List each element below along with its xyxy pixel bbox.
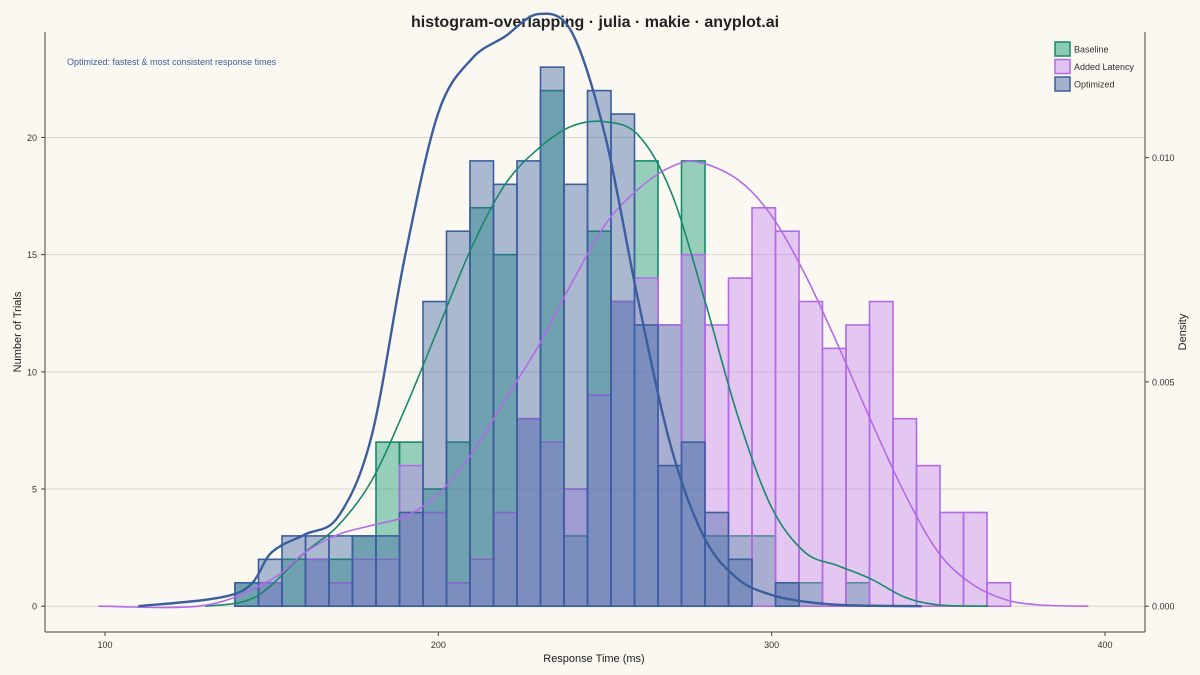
axes: [44, 32, 1146, 633]
legend-item-optimized: Optimized: [1054, 76, 1115, 92]
y-axis-label: Number of Trials: [12, 291, 24, 372]
density-curves: [98, 12, 1089, 609]
bar-optimized-16: [610, 113, 636, 608]
bar-optimized-8: [422, 300, 448, 608]
bar-optimized-3: [304, 535, 330, 608]
x-axis-label: Response Time (ms): [543, 653, 644, 665]
bar-added-latency-26: [845, 324, 871, 608]
y-tick-label-0: 0: [32, 602, 37, 612]
legend-item-added-latency: Added Latency: [1054, 58, 1135, 75]
bars-optimized: [234, 66, 800, 608]
y2-tick-label-1: 0.005: [1152, 377, 1175, 387]
y2-tick-label-0: 0.000: [1152, 602, 1175, 612]
bar-optimized-23: [774, 581, 800, 608]
bar-optimized-12: [516, 160, 542, 608]
x-tick-label-300: 300: [764, 640, 779, 650]
bar-added-latency-21: [727, 277, 753, 608]
bar-optimized-9: [445, 230, 471, 608]
bar-optimized-6: [375, 535, 401, 608]
x-tick-label-200: 200: [431, 640, 446, 650]
legend-label-baseline: Baseline: [1074, 45, 1109, 55]
bar-added-latency-22: [751, 206, 777, 608]
tick-labels: 100 200 300 400 0 5 10 15 20 0.000 0.005 0.010: [27, 133, 1175, 650]
bar-optimized-21: [727, 558, 753, 608]
legend: Baseline Added Latency Optimized: [1054, 41, 1135, 92]
legend-label-added-latency: Added Latency: [1074, 62, 1135, 72]
legend-swatch-baseline: [1054, 41, 1071, 57]
legend-swatch-optimized: [1054, 76, 1071, 92]
bar-optimized-5: [351, 535, 377, 608]
bar-optimized-15: [586, 89, 612, 608]
x-tick-label-400: 400: [1097, 640, 1112, 650]
chart-title: histogram-overlapping · julia · makie · …: [411, 14, 779, 31]
y2-axis-label: Density: [1177, 313, 1189, 350]
bar-optimized-18: [657, 464, 683, 608]
y2-tick-label-2: 0.010: [1152, 153, 1175, 163]
y-tick-label-15: 15: [27, 250, 37, 260]
bar-optimized-11: [492, 183, 518, 608]
bar-optimized-4: [328, 535, 354, 608]
bar-added-latency-28: [892, 417, 918, 608]
legend-swatch-added-latency: [1054, 58, 1071, 75]
annotation-text: Optimized: fastest & most consistent res…: [67, 57, 277, 67]
bar-added-latency-31: [962, 511, 988, 608]
density-curve-added-latency: [98, 160, 1089, 609]
bar-optimized-17: [633, 324, 659, 608]
density-curve-optimized: [138, 12, 922, 608]
density-curve-baseline: [204, 120, 989, 608]
bar-optimized-14: [563, 183, 589, 608]
bars-added-latency: [257, 206, 1012, 608]
bar-added-latency-32: [986, 581, 1012, 608]
legend-label-optimized: Optimized: [1074, 80, 1115, 90]
histogram-bars: [234, 66, 1012, 608]
bar-optimized-7: [398, 511, 424, 608]
legend-item-baseline: Baseline: [1054, 41, 1109, 57]
bar-added-latency-23: [774, 230, 800, 608]
x-tick-label-100: 100: [97, 640, 112, 650]
y-tick-label-20: 20: [27, 133, 37, 143]
bar-added-latency-27: [868, 300, 894, 608]
y-tick-label-10: 10: [27, 367, 37, 377]
y-tick-label-5: 5: [32, 485, 37, 495]
bar-optimized-19: [680, 441, 706, 608]
